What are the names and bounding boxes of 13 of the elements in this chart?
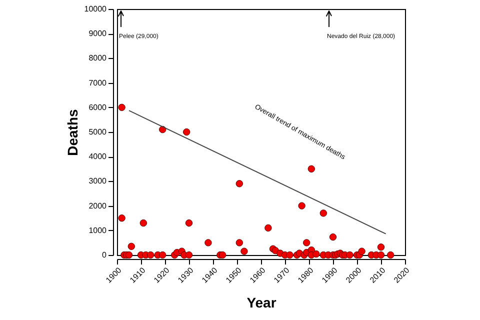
y-axis-title: Deaths [64, 108, 80, 156]
y-tick-label: 5000 [88, 128, 108, 136]
y-tick-label: 3000 [88, 176, 108, 186]
y-tick-label: 4000 [88, 152, 108, 162]
y-tick-label: 6000 [88, 102, 108, 112]
y-tick-label: 0 [102, 250, 108, 260]
y-tick-label: 8000 [88, 54, 108, 63]
x-axis-title: Year [246, 294, 277, 311]
y-tick-label: 1000 [88, 226, 108, 235]
y-tick-label: 2000 [88, 201, 108, 210]
y-tick-label: 7000 [88, 78, 108, 88]
y-tick-label: 10000 [84, 4, 108, 14]
y-tick-label: 9000 [88, 29, 108, 38]
